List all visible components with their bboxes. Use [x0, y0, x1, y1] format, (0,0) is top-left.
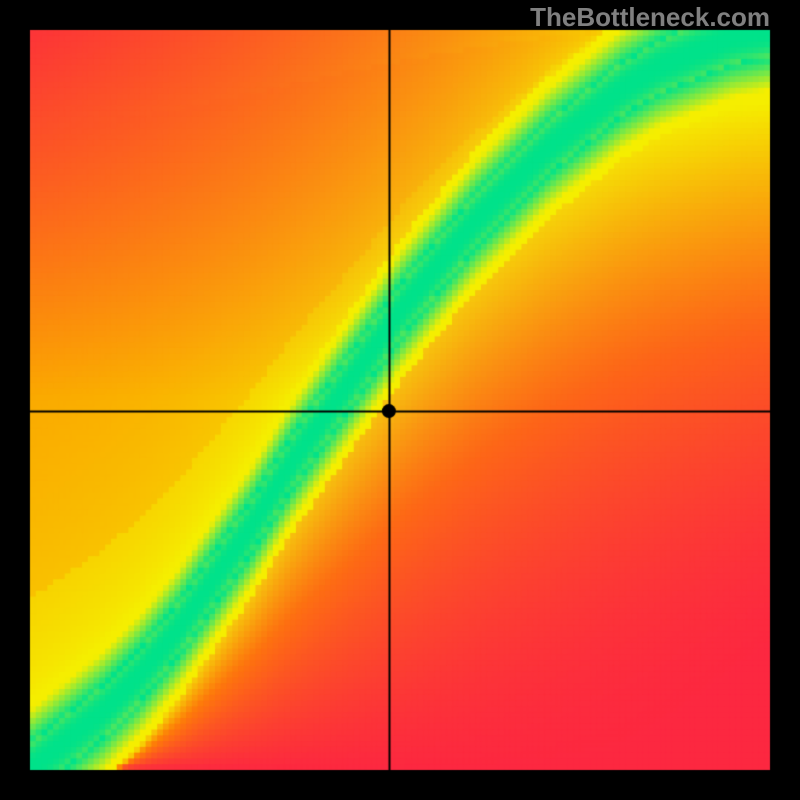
chart-container: TheBottleneck.com	[0, 0, 800, 800]
bottleneck-heatmap	[0, 0, 800, 800]
